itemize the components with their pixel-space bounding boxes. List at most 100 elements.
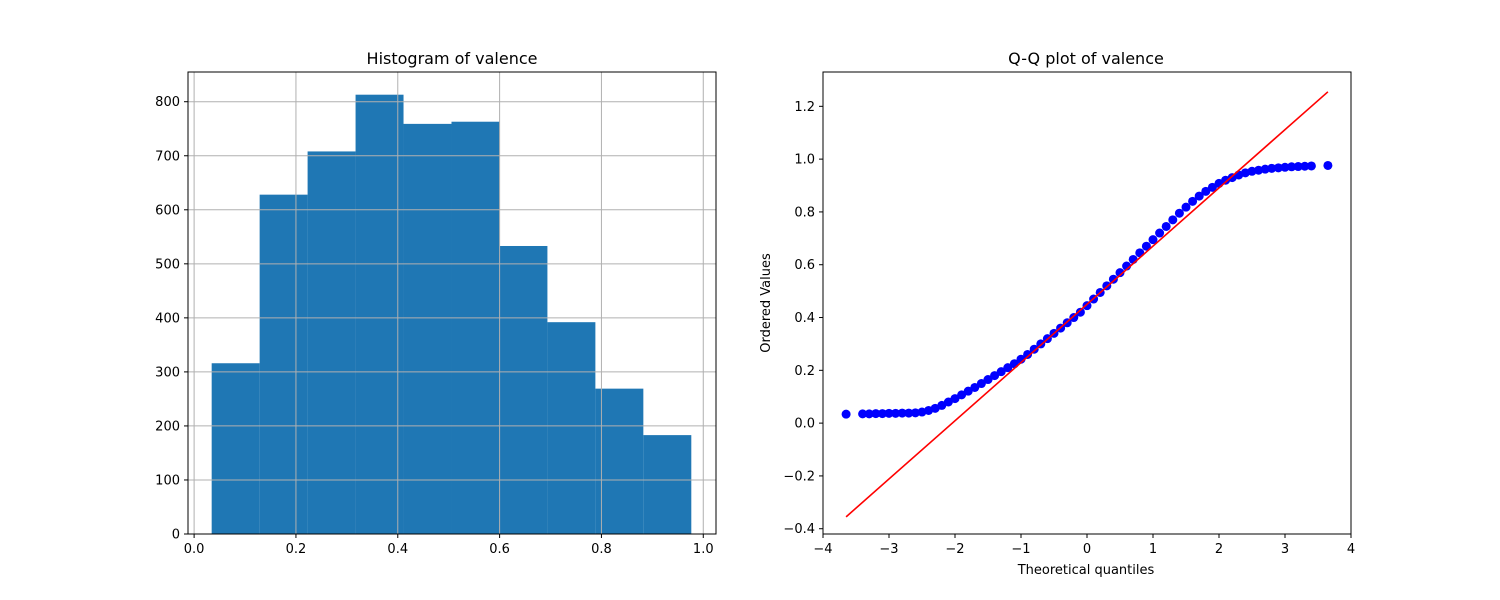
qq-data-point [1069, 313, 1079, 323]
qq-data-point [1108, 274, 1118, 284]
histogram-bar [547, 322, 596, 534]
qq-data-point [1141, 241, 1151, 251]
histogram-bar [355, 94, 404, 535]
qq-axes-frame [822, 71, 1352, 535]
qq-data-point [1280, 162, 1290, 172]
qq-data-point [891, 408, 901, 418]
qq-y-axis-label: Ordered Values [759, 253, 774, 353]
qq-data-point [1201, 186, 1211, 196]
qq-data-point [871, 409, 881, 419]
qq-data-point [937, 400, 947, 410]
qq-data-point [877, 409, 887, 419]
qq-data-point [1168, 215, 1178, 225]
qq-data-point [1254, 165, 1264, 175]
qq-fit-line-group [845, 91, 1329, 518]
histogram-bar [403, 123, 452, 534]
qq-data-point [983, 375, 993, 385]
histogram-x-tick-label: 0.8 [591, 542, 612, 557]
histogram-bar [211, 363, 260, 534]
qq-data-point [1194, 191, 1204, 201]
qq-x-tick-label: −1 [1011, 542, 1030, 557]
qq-data-point [950, 394, 960, 404]
qq-y-tick-label: 0.2 [794, 364, 815, 379]
qq-data-point [910, 408, 920, 418]
qq-data-point [858, 409, 868, 419]
histogram-x-tick-label: 1.0 [693, 542, 714, 557]
qq-data-point [1287, 162, 1297, 172]
qq-data-point [884, 408, 894, 418]
histogram-y-tick-label: 700 [155, 149, 180, 164]
histogram-bar [259, 194, 308, 534]
qq-data-point [904, 408, 914, 418]
qq-data-point [1273, 163, 1283, 173]
qq-points [841, 160, 1333, 419]
qq-data-point [1075, 307, 1085, 317]
qq-x-tick-label: 0 [1083, 542, 1091, 557]
qq-data-point [841, 409, 851, 419]
qq-data-point [1148, 235, 1158, 245]
qq-data-point [1267, 163, 1277, 173]
histogram-title: Histogram of valence [367, 49, 538, 68]
qq-x-tick-label: 4 [1347, 542, 1355, 557]
histogram-grid [188, 72, 716, 535]
histogram-panel: Histogram of valence 0.0 0.2 0.4 0.6 0.8 1.0 … [155, 49, 717, 557]
qq-data-point [1260, 164, 1270, 174]
histogram-x-tick-label: 0.4 [387, 542, 408, 557]
qq-y-tick-label: 0.6 [794, 258, 815, 273]
histogram-y-tick-label: 0 [172, 528, 180, 543]
qq-data-point [996, 367, 1006, 377]
qq-y-ticks: −0.4 −0.2 0.0 0.2 0.4 0.6 0.8 1.0 1.2 [783, 100, 823, 537]
qq-data-point [1029, 344, 1039, 354]
qq-y-tick-label: 1.2 [794, 100, 815, 115]
histogram-y-tick-label: 800 [155, 95, 180, 110]
qq-data-point [976, 379, 986, 389]
qq-x-tick-label: −2 [945, 542, 964, 557]
qq-fit-line [845, 91, 1329, 518]
qq-x-ticks: −4 −3 −2 −1 0 1 2 3 4 [813, 534, 1355, 557]
qq-x-tick-label: 1 [1149, 542, 1157, 557]
qq-data-point [1023, 349, 1033, 359]
histogram-y-tick-label: 600 [155, 203, 180, 218]
qq-data-point [1161, 221, 1171, 231]
qq-data-point [1155, 228, 1165, 238]
qq-y-tick-label: 0.0 [794, 417, 815, 432]
histogram-bars [211, 94, 692, 535]
histogram-y-tick-label: 100 [155, 473, 180, 488]
qq-data-point [1181, 202, 1191, 212]
histogram-bar [595, 388, 644, 534]
qq-x-tick-label: −3 [879, 542, 898, 557]
qq-x-axis-label: Theoretical quantiles [1017, 563, 1155, 578]
qq-data-point [990, 371, 1000, 381]
qq-data-point [864, 409, 874, 419]
qq-x-tick-label: 3 [1281, 542, 1289, 557]
qq-data-point [957, 390, 967, 400]
qq-data-point [943, 397, 953, 407]
qq-y-tick-label: −0.2 [783, 469, 815, 484]
qq-data-point [1293, 162, 1303, 172]
qq-data-point [1188, 196, 1198, 206]
qq-x-tick-label: 2 [1215, 542, 1223, 557]
histogram-y-ticks: 0 100 200 300 400 500 600 700 800 [155, 95, 188, 543]
histogram-x-ticks: 0.0 0.2 0.4 0.6 0.8 1.0 [184, 534, 714, 557]
qq-data-point [1174, 208, 1184, 218]
qq-data-point [1300, 161, 1310, 171]
histogram-y-tick-label: 500 [155, 257, 180, 272]
qq-data-point [1207, 182, 1217, 192]
qq-data-point [1115, 268, 1125, 278]
qq-data-point [897, 408, 907, 418]
qq-data-point [1306, 161, 1316, 171]
qq-y-tick-label: 0.8 [794, 205, 815, 220]
histogram-bar [499, 245, 548, 534]
qq-plot-panel: Q-Q plot of valence −4 −3 −2 −1 0 1 2 3 4 −0.4−0… [759, 49, 1355, 578]
qq-data-point [1247, 166, 1257, 176]
qq-data-point [1323, 160, 1333, 170]
qq-y-tick-label: −0.4 [783, 522, 815, 537]
qq-x-tick-label: −4 [813, 542, 832, 557]
histogram-y-tick-label: 200 [155, 419, 180, 434]
qq-data-point [1003, 363, 1013, 373]
qq-data-point [970, 382, 980, 392]
histogram-x-tick-label: 0.0 [184, 542, 205, 557]
histogram-x-tick-label: 0.6 [489, 542, 510, 557]
histogram-axes-frame [187, 71, 717, 535]
